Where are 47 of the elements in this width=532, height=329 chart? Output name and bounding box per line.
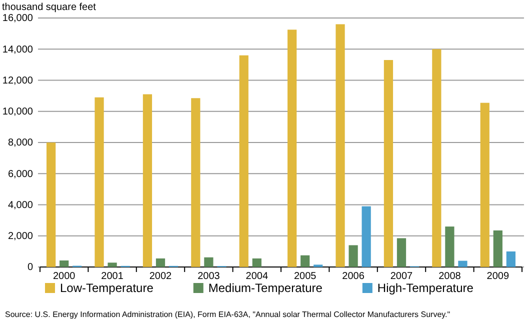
bar bbox=[493, 230, 502, 267]
bar bbox=[396, 238, 406, 267]
x-tick-label: 2005 bbox=[294, 271, 317, 282]
legend-label: Medium-Temperature bbox=[208, 281, 323, 295]
source-note: Source: U.S. Energy Information Administration (EIA), Form EIA-63A, "Annual solar Thermal Collector Manufacturers Survey." bbox=[5, 310, 450, 319]
bar bbox=[156, 258, 166, 267]
y-tick-label: 2,000 bbox=[8, 231, 34, 242]
y-tick-label: 6,000 bbox=[8, 168, 34, 180]
y-tick-label: 10,000 bbox=[2, 106, 34, 118]
bar bbox=[204, 257, 214, 267]
x-tick-label: 2007 bbox=[390, 271, 414, 282]
x-tick-label: 2000 bbox=[52, 271, 76, 282]
bar bbox=[348, 245, 358, 267]
bar bbox=[46, 142, 56, 267]
bar bbox=[506, 251, 516, 267]
x-tick-label: 2008 bbox=[438, 271, 462, 282]
bar bbox=[288, 30, 297, 267]
bar bbox=[252, 258, 262, 267]
bar bbox=[336, 24, 345, 267]
x-tick-label: 2003 bbox=[198, 271, 220, 282]
x-tick-label: 2009 bbox=[486, 271, 510, 282]
legend-label: High-Temperature bbox=[377, 281, 474, 295]
y-tick-label: 12,000 bbox=[2, 75, 34, 86]
bar bbox=[384, 60, 394, 267]
x-tick-label: 2002 bbox=[149, 271, 172, 282]
y-axis-title: thousand square feet bbox=[2, 2, 96, 13]
y-tick-label: 14,000 bbox=[2, 44, 34, 56]
x-tick-label: 2001 bbox=[101, 271, 124, 282]
bar bbox=[94, 97, 104, 267]
y-tick-label: 4,000 bbox=[8, 200, 34, 211]
y-tick-label: 8,000 bbox=[8, 138, 34, 149]
x-tick-label: 2004 bbox=[246, 271, 268, 282]
bar bbox=[480, 102, 490, 267]
bar bbox=[108, 262, 117, 267]
bar bbox=[142, 94, 152, 267]
bar bbox=[362, 206, 371, 267]
bar bbox=[239, 55, 248, 267]
bar bbox=[458, 260, 468, 267]
bar bbox=[432, 49, 442, 267]
bar bbox=[300, 255, 310, 267]
legend-label: Low-Temperature bbox=[60, 281, 154, 295]
bar bbox=[60, 260, 69, 267]
x-tick-label: 2006 bbox=[342, 271, 365, 282]
bar bbox=[445, 226, 454, 267]
bar bbox=[191, 98, 200, 267]
y-tick-label: 0 bbox=[27, 262, 34, 274]
y-tick-label: 16,000 bbox=[2, 13, 34, 24]
